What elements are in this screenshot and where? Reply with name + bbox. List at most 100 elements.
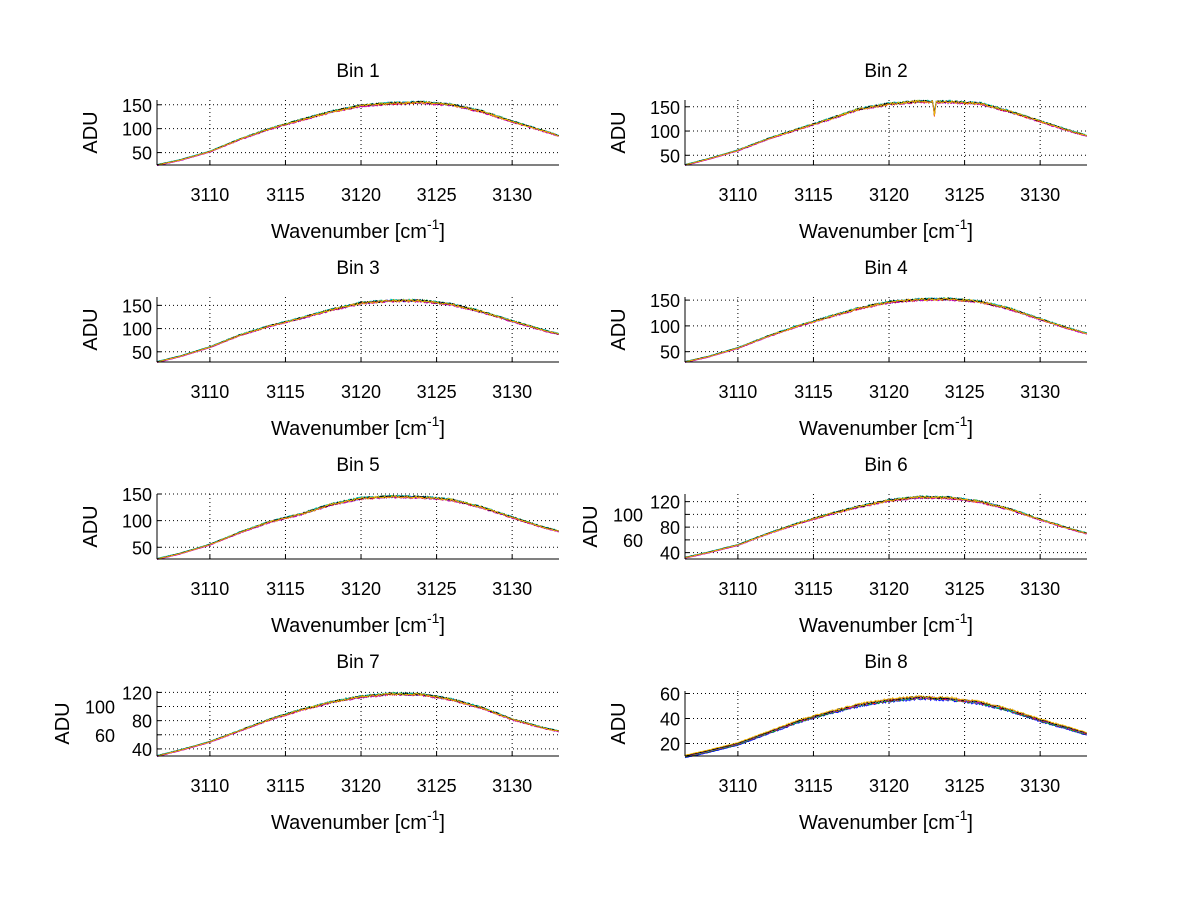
series-line-7 xyxy=(684,495,1087,559)
x-axis-label: Wavenumber [cm-1] xyxy=(271,610,445,637)
x-tick-label: 3110 xyxy=(191,776,230,796)
y-axis-label: ADU xyxy=(80,505,102,547)
x-label-superscript: -1 xyxy=(427,610,440,626)
series-line-1 xyxy=(156,691,559,757)
x-label-superscript: -1 xyxy=(955,216,968,232)
series-line-6 xyxy=(684,297,1087,363)
x-label-superscript: -1 xyxy=(427,807,440,823)
subplot-title: Bin 5 xyxy=(336,455,379,476)
y-axis-label: ADU xyxy=(580,505,602,547)
y-tick-label: 40 xyxy=(660,710,680,730)
x-tick-label: 3125 xyxy=(417,185,457,205)
subplot-bin-7: 3110 3115 3120 3125 3130 40 60 80 100 120 Bin 7 Wav… xyxy=(52,652,559,834)
series-line-4 xyxy=(156,691,559,756)
y-tick-label: 150 xyxy=(122,296,152,316)
x-axis-label: Wavenumber [cm-1] xyxy=(799,610,973,637)
y-tick-label: 50 xyxy=(132,343,152,363)
x-tick-label: 3130 xyxy=(492,382,532,402)
x-tick-label: 3130 xyxy=(492,579,532,599)
y-tick-label: 100 xyxy=(122,120,152,140)
subplot-bin-1: 3110 3115 3120 3125 3130 50 100 150 Bin 1 Wavenum… xyxy=(80,61,559,243)
subplot-title: Bin 6 xyxy=(864,455,907,476)
y-tick-label: 50 xyxy=(660,146,680,166)
x-tick-label: 3120 xyxy=(869,185,909,205)
series-line-6 xyxy=(156,298,559,363)
x-label-text: Wavenumber [cm xyxy=(271,615,427,637)
series-line-3 xyxy=(684,297,1087,363)
x-label-end: ] xyxy=(439,418,445,440)
x-tick-label: 3130 xyxy=(1020,776,1060,796)
subplot-bin-8: 3110 3115 3120 3125 3130 20 40 60 Bin 8 Wavenumbe… xyxy=(608,652,1087,834)
series-line-3 xyxy=(156,299,559,363)
subplot-title: Bin 3 xyxy=(336,258,379,279)
x-tick-label: 3130 xyxy=(1020,185,1060,205)
series-line-3 xyxy=(156,495,559,560)
series-line-4 xyxy=(157,494,559,559)
x-tick-label: 3110 xyxy=(719,185,758,205)
y-tick-label: 50 xyxy=(132,538,152,558)
series-line-7 xyxy=(156,298,559,363)
x-axis-label: Wavenumber [cm-1] xyxy=(799,413,973,440)
series-line-2 xyxy=(684,296,1087,363)
x-tick-label: 3130 xyxy=(492,185,532,205)
x-label-end: ] xyxy=(439,221,445,243)
x-tick-label: 3110 xyxy=(719,776,758,796)
series-line-3 xyxy=(156,692,559,757)
series-line-7 xyxy=(157,692,559,757)
x-tick-label: 3115 xyxy=(794,185,833,205)
y-tick-label: 100 xyxy=(85,698,115,718)
x-tick-label: 3115 xyxy=(266,776,305,796)
series-line-5 xyxy=(684,298,1087,364)
series-line-5 xyxy=(156,299,559,363)
x-label-end: ] xyxy=(967,418,973,440)
series-line-4 xyxy=(684,695,1087,757)
x-tick-label: 3115 xyxy=(266,185,305,205)
series-line-7 xyxy=(156,495,559,560)
subplot-title: Bin 8 xyxy=(864,652,907,673)
x-tick-label: 3120 xyxy=(341,579,381,599)
y-tick-label: 100 xyxy=(613,505,643,525)
subplot-bin-4: 3110 3115 3120 3125 3130 50 100 150 Bin 4 Wavenum… xyxy=(608,258,1087,440)
x-axis-label: Wavenumber [cm-1] xyxy=(799,807,973,834)
x-axis-label: Wavenumber [cm-1] xyxy=(271,807,445,834)
y-axis-label: ADU xyxy=(80,308,102,350)
x-axis-label: Wavenumber [cm-1] xyxy=(799,216,973,243)
x-tick-label: 3125 xyxy=(945,579,985,599)
subplot-bin-2: 3110 3115 3120 3125 3130 50 100 150 Bin 2 Wavenum… xyxy=(608,61,1087,243)
y-tick-label: 40 xyxy=(660,544,680,564)
series-line-7 xyxy=(156,100,559,166)
x-label-end: ] xyxy=(967,221,973,243)
y-tick-label: 80 xyxy=(660,518,680,538)
series-line-4 xyxy=(156,100,559,165)
y-tick-label: 150 xyxy=(122,485,152,505)
x-label-text: Wavenumber [cm xyxy=(799,418,955,440)
x-label-text: Wavenumber [cm xyxy=(799,221,955,243)
x-tick-label: 3120 xyxy=(341,776,381,796)
series-line-1 xyxy=(684,297,1087,363)
y-tick-label: 60 xyxy=(660,685,680,705)
x-tick-label: 3115 xyxy=(794,579,833,599)
y-tick-label: 80 xyxy=(132,712,152,732)
y-axis-label: ADU xyxy=(608,111,630,153)
x-tick-label: 3110 xyxy=(719,382,758,402)
x-tick-label: 3110 xyxy=(191,579,230,599)
y-tick-label: 20 xyxy=(660,735,680,755)
series-line-5 xyxy=(684,100,1087,167)
series-line-2 xyxy=(684,696,1087,758)
x-axis-label: Wavenumber [cm-1] xyxy=(271,413,445,440)
y-tick-label: 100 xyxy=(122,320,152,340)
series-line-2 xyxy=(156,100,559,166)
series-line-4 xyxy=(684,495,1087,558)
x-tick-label: 3130 xyxy=(1020,579,1060,599)
series-line-6 xyxy=(157,691,559,757)
x-tick-label: 3115 xyxy=(266,382,305,402)
series-line-2 xyxy=(157,494,559,560)
x-label-superscript: -1 xyxy=(427,413,440,429)
x-label-text: Wavenumber [cm xyxy=(271,812,427,834)
x-tick-label: 3115 xyxy=(794,776,833,796)
series-line-7 xyxy=(684,694,1087,756)
series-line-6 xyxy=(684,695,1087,757)
x-label-superscript: -1 xyxy=(955,610,968,626)
series-line-3 xyxy=(685,696,1087,757)
